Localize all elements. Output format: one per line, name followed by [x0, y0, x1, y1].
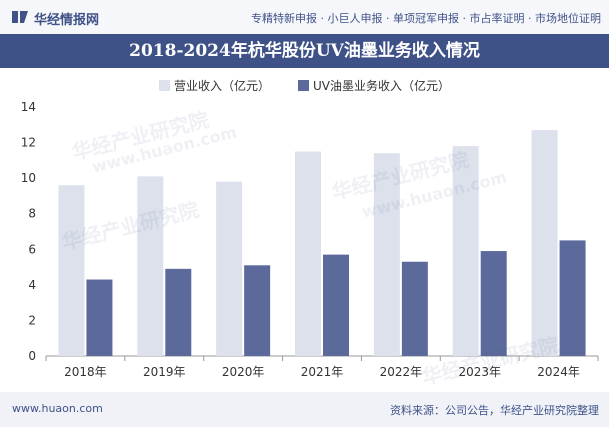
legend-swatch-uv-ink	[298, 79, 309, 91]
x-tick-label: 2019年	[143, 365, 186, 379]
bar-uv-ink	[165, 268, 192, 356]
y-tick-label: 6	[28, 242, 36, 256]
x-tick-label: 2024年	[537, 365, 580, 379]
bar-uv-ink	[480, 251, 507, 356]
bar-uv-ink	[86, 279, 113, 356]
brand-name: 华经情报网	[34, 13, 100, 28]
bar-chart: 0 2 4 6 8 10 12 14 2018年 2019年 2020年 2021年 2022年 2023…	[21, 100, 599, 379]
legend-label-uv-ink: UV油墨业务收入（亿元）	[313, 78, 450, 93]
x-tick-label: 2020年	[222, 365, 265, 379]
bar-revenue	[373, 153, 400, 356]
bar-uv-ink	[401, 261, 428, 356]
x-tick-label: 2022年	[380, 365, 423, 379]
legend-item-revenue: 营业收入（亿元）	[158, 76, 270, 94]
x-tick-label: 2018年	[64, 365, 107, 379]
footer: www.huaon.com 资料来源：公司公告，华经产业研究院整理	[0, 392, 609, 427]
top-bar: 华经情报网 专精特新申报 · 小巨人申报 · 单项冠军申报 · 市占率证明 · …	[0, 0, 609, 34]
y-tick-label: 4	[28, 278, 36, 292]
y-tick-label: 2	[28, 313, 36, 327]
chart-title: 2018-2024年杭华股份UV油墨业务收入情况	[0, 34, 609, 68]
legend-label-revenue: 营业收入（亿元）	[173, 78, 270, 93]
service-tagline: 专精特新申报 · 小巨人申报 · 单项冠军申报 · 市占率证明 · 市场地位证明	[251, 12, 601, 25]
bar-revenue	[531, 130, 558, 356]
y-tick-label: 8	[28, 207, 36, 221]
bar-revenue	[137, 176, 164, 356]
bar-uv-ink	[559, 240, 586, 356]
y-tick-label: 14	[21, 100, 36, 114]
bar-uv-ink	[323, 254, 349, 356]
footer-website: www.huaon.com	[12, 402, 103, 415]
x-tick-label: 2023年	[458, 365, 501, 379]
bar-uv-ink	[244, 265, 271, 356]
legend-swatch-revenue	[158, 79, 170, 91]
bar-revenue	[216, 181, 243, 356]
x-tick-label: 2021年	[301, 365, 344, 379]
bar-revenue	[452, 146, 479, 356]
legend-item-uv-ink: UV油墨业务收入（亿元）	[298, 76, 450, 94]
logo-icon	[12, 11, 28, 23]
y-tick-label: 12	[21, 136, 36, 150]
bar-revenue	[58, 185, 85, 356]
bar-revenue	[295, 151, 321, 356]
chart-legend: 营业收入（亿元） UV油墨业务收入（亿元）	[0, 76, 609, 94]
y-tick-label: 0	[28, 349, 36, 363]
footer-source: 资料来源：公司公告，华经产业研究院整理	[390, 404, 599, 417]
y-tick-label: 10	[21, 171, 36, 185]
